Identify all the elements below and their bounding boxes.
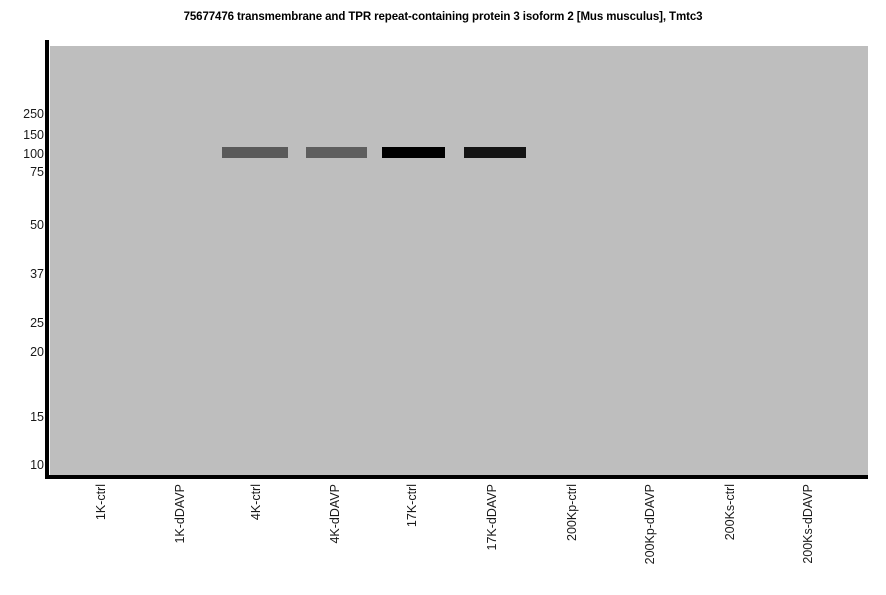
y-axis-tick-20: 20 xyxy=(30,345,44,359)
band-4k-ctrl xyxy=(222,147,288,158)
y-axis-tick-25: 25 xyxy=(30,316,44,330)
x-axis-tick-4k-ddavp: 4K-dDAVP xyxy=(328,484,342,544)
x-axis-tick-200kp-ctrl: 200Kp-ctrl xyxy=(565,484,579,541)
y-axis-tick-10: 10 xyxy=(30,458,44,472)
x-axis-tick-1k-ctrl: 1K-ctrl xyxy=(94,484,108,521)
band-17k-ctrl xyxy=(382,147,445,158)
y-axis-tick-100: 100 xyxy=(23,147,44,161)
x-axis-tick-17k-ddavp: 17K-dDAVP xyxy=(485,484,499,551)
x-axis-tick-4k-ctrl: 4K-ctrl xyxy=(249,484,263,521)
band-17k-ddavp xyxy=(464,147,526,158)
y-axis-tick-75: 75 xyxy=(30,165,44,179)
x-axis-tick-200ks-ctrl: 200Ks-ctrl xyxy=(723,484,737,541)
y-axis-tick-15: 15 xyxy=(30,410,44,424)
band-4k-ddavp xyxy=(306,147,367,158)
y-axis-tick-37: 37 xyxy=(30,267,44,281)
page-title: 75677476 transmembrane and TPR repeat-co… xyxy=(183,11,703,23)
y-axis-tick-150: 150 xyxy=(23,128,44,142)
x-axis-tick-200ks-ddavp: 200Ks-dDAVP xyxy=(801,484,815,564)
x-axis-tick-17k-ctrl: 17K-ctrl xyxy=(405,484,419,528)
y-axis-tick-labels: 250 150 100 75 50 37 25 20 15 10 xyxy=(0,0,44,595)
x-axis-tick-1k-ddavp: 1K-dDAVP xyxy=(173,484,187,544)
x-axis-tick-200kp-ddavp: 200Kp-dDAVP xyxy=(643,484,657,565)
gel-plot-area xyxy=(50,46,868,477)
y-axis-line xyxy=(45,40,49,479)
y-axis-tick-250: 250 xyxy=(23,107,44,121)
x-axis-line xyxy=(45,475,868,479)
y-axis-tick-50: 50 xyxy=(30,218,44,232)
